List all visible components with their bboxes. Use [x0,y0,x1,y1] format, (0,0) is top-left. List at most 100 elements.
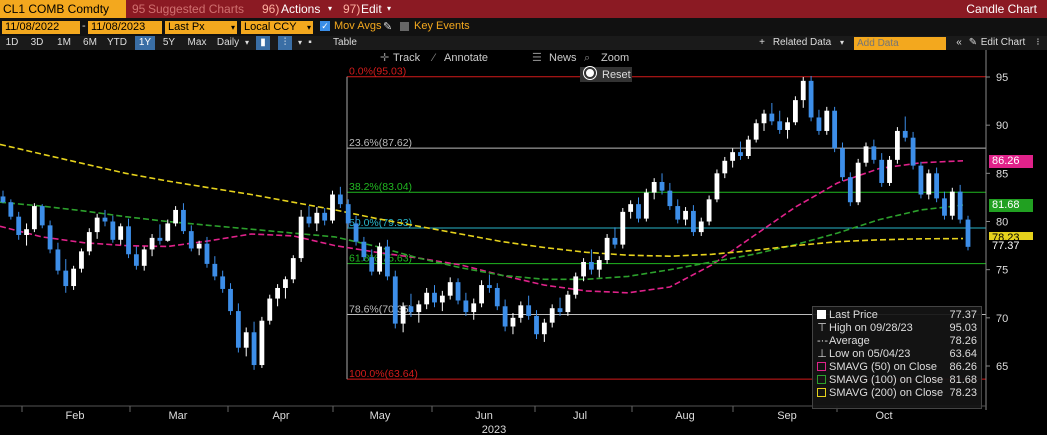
related-data-dropdown-icon[interactable]: ▾ [839,38,844,47]
candle-body [942,198,947,216]
candle-body [235,311,241,348]
track-icon[interactable]: ✛ [380,52,390,64]
candle-body [322,212,328,221]
legend-label: High on 09/28/23 [829,322,913,334]
mov-avgs-checkbox[interactable]: ✓ [320,21,330,31]
edit-button[interactable]: Edit [361,2,382,16]
key-events-checkbox[interactable] [400,22,409,31]
legend-value: 77.37 [949,309,977,321]
average-icon: -·- [817,335,828,347]
candle-body [479,285,484,304]
candle-body [722,160,728,174]
candle-body [0,196,6,203]
candle-body [589,261,594,270]
legend-label: Average [829,335,870,347]
candle-body [283,279,288,288]
candle-body [824,110,830,131]
price-field-select[interactable]: Last Px ▾ [165,21,237,34]
candle-body [534,315,539,335]
zoom-button[interactable]: Zoom [601,52,630,64]
candle-body [526,305,532,316]
candle-body [86,232,92,252]
title-bar: CL1 COMB Comdty 95 Suggested Charts 96) … [0,0,1047,18]
annotate-button[interactable]: Annotate [444,52,489,64]
table-button[interactable]: Table [333,37,357,48]
chart-type-dropdown-icon[interactable]: ▾ [297,38,302,47]
date-separator: - [82,20,86,32]
currency-select[interactable]: Local CCY ▾ [241,21,313,34]
period-1y-button[interactable]: 1Y [135,36,155,50]
candle-body [424,292,430,305]
mov-avgs-label[interactable]: Mov Avgs [334,20,382,32]
frequency-select[interactable]: Daily [216,37,240,48]
candle-body [541,322,547,335]
period-1m-button[interactable]: 1M [57,37,71,48]
x-tick-label: Oct [875,410,892,422]
y-tick-label: 70 [996,313,1008,325]
related-data-plus-icon[interactable]: + [759,37,765,48]
chart-settings-icon[interactable]: ⁝ [1036,37,1040,48]
track-button[interactable]: Track [393,52,421,64]
candle-body [855,162,861,203]
table-checkbox-icon[interactable]: ▪ [308,37,312,48]
x-tick-label: Apr [272,410,289,422]
key-events-label[interactable]: Key Events [414,20,470,32]
news-button[interactable]: News [549,52,577,64]
candle-body [761,113,767,124]
news-icon[interactable]: ☰ [532,52,542,64]
period-max-button[interactable]: Max [187,37,207,48]
candle-body [549,308,555,323]
candle-body [181,209,186,232]
reset-button[interactable]: Reset [580,67,632,82]
candle-body [439,295,445,303]
collapse-icon[interactable]: « [956,37,962,48]
annotate-icon[interactable]: ⁄ [433,52,435,64]
legend-value: 78.23 [949,387,977,399]
legend-sma100: SMAVG (100) on Close 81.68 [817,374,977,386]
legend-value: 78.26 [949,335,977,347]
start-date-field[interactable]: 11/08/2022 [2,21,80,34]
candle-body [894,130,900,160]
candle-body [494,287,500,307]
period-ytd-button[interactable]: YTD [107,37,127,48]
period-1d-button[interactable]: 1D [5,37,19,48]
legend-label: SMAVG (50) on Close [829,361,938,373]
actions-button[interactable]: Actions [281,2,321,16]
candle-body [361,241,367,258]
edit-chart-pencil-icon[interactable]: ✎ [968,37,978,48]
sma200-line [0,143,964,258]
period-5y-button[interactable]: 5Y [162,37,176,48]
candle-chart[interactable]: 0.0%(95.03) 23.6%(87.62) 38.2%(83.04) 50.0%… [0,50,1047,435]
candle-body [63,270,69,287]
edit-dropdown-icon[interactable]: ▾ [387,4,392,13]
pencil-icon[interactable]: ✎ [383,21,393,33]
legend-label: Last Price [829,309,878,321]
fib-label: 23.6%(87.62) [349,137,412,149]
frequency-dropdown-icon[interactable]: ▾ [244,38,249,47]
candle-body [330,194,335,221]
y-tick-label: 80 [996,217,1008,229]
candle-body [267,298,273,321]
period-6m-button[interactable]: 6M [83,37,97,48]
edit-chart-button[interactable]: Edit Chart [980,37,1026,48]
candle-body [8,202,14,217]
period-3d-button[interactable]: 3D [30,37,44,48]
ticker-field[interactable]: CL1 COMB Comdty [0,0,126,18]
candle-body [800,80,806,101]
tag-sma50: 86.26 [989,154,1033,168]
chart-type-bars-icon[interactable]: ⫶ [278,36,292,50]
chart-type-candle-icon[interactable]: ▮ [256,36,270,50]
actions-dropdown-icon[interactable]: ▾ [328,4,333,13]
legend-value: 95.03 [949,322,977,334]
end-date-field[interactable]: 11/08/2023 [88,21,162,34]
zoom-icon[interactable]: ⌕ [584,52,591,64]
legend-low: ⊥ Low on 05/04/23 63.64 [817,348,977,360]
candle-body [157,237,163,241]
add-data-input[interactable] [854,37,946,50]
x-tick-label: May [370,410,391,422]
suggested-charts-button[interactable]: Suggested Charts [148,2,245,16]
candle-body [416,304,422,313]
candle-body [934,173,940,199]
related-data-button[interactable]: Related Data [772,37,832,48]
price-field-value: Last Px [168,21,205,33]
